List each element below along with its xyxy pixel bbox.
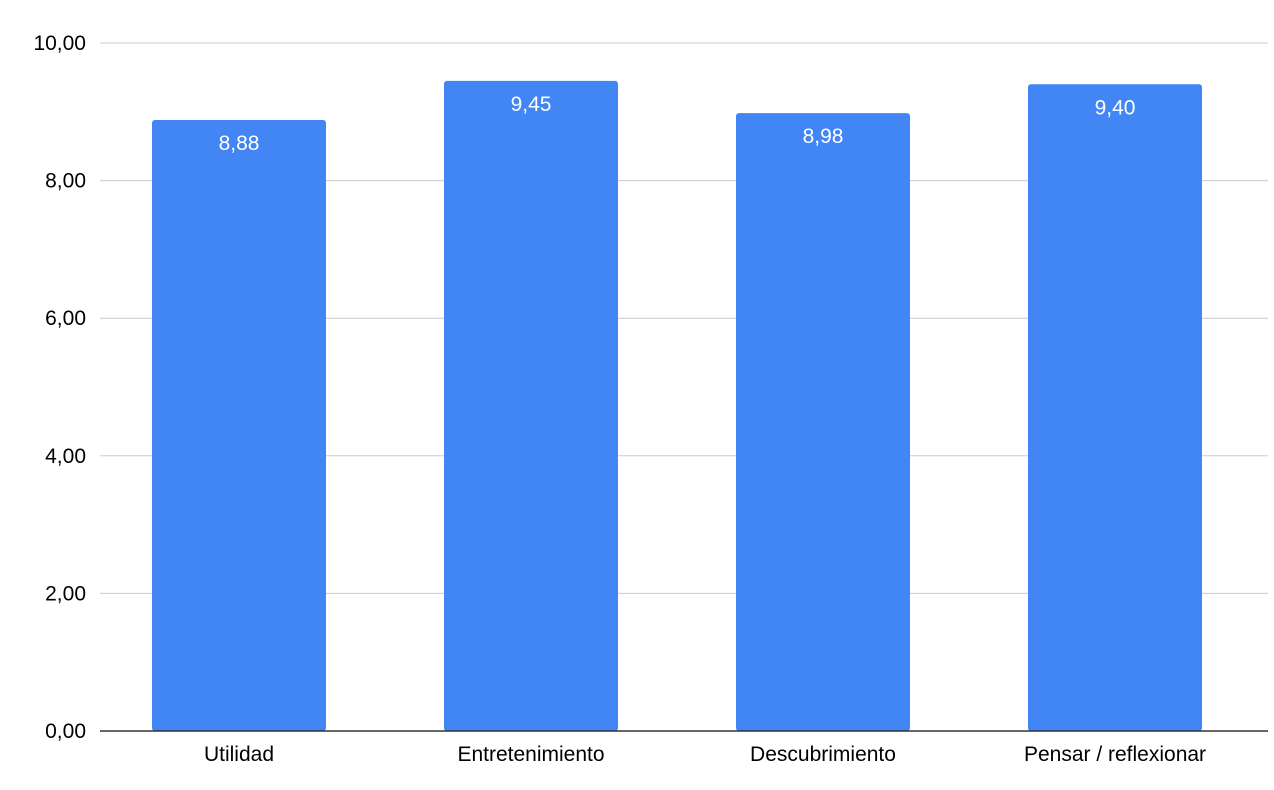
x-category-label: Pensar / reflexionar — [1024, 743, 1206, 766]
y-tick-label: 4,00 — [45, 445, 86, 468]
x-category-label: Utilidad — [204, 743, 274, 766]
x-axis-labels: Utilidad Entretenimiento Descubrimiento Pen… — [204, 743, 1206, 766]
x-category-label: Descubrimiento — [750, 743, 896, 766]
bar — [736, 113, 910, 731]
x-category-label: Entretenimiento — [457, 743, 604, 766]
bar — [1028, 84, 1202, 731]
bar — [444, 80, 618, 732]
y-axis-ticks: 0,00 2,00 4,00 6,00 8,00 10,00 — [33, 32, 86, 743]
y-tick-label: 0,00 — [45, 720, 86, 743]
bars: 8,88 9,45 8,98 9,40 — [152, 80, 1202, 732]
y-tick-label: 2,00 — [45, 582, 86, 605]
y-tick-label: 8,00 — [45, 170, 86, 193]
bar-value-label: 9,40 — [1095, 96, 1136, 119]
y-tick-label: 10,00 — [33, 32, 86, 55]
bar — [152, 120, 326, 731]
bar-value-label: 8,88 — [219, 132, 260, 155]
bar-value-label: 9,45 — [511, 93, 552, 116]
bar-value-label: 8,98 — [803, 125, 844, 148]
y-tick-label: 6,00 — [45, 307, 86, 330]
